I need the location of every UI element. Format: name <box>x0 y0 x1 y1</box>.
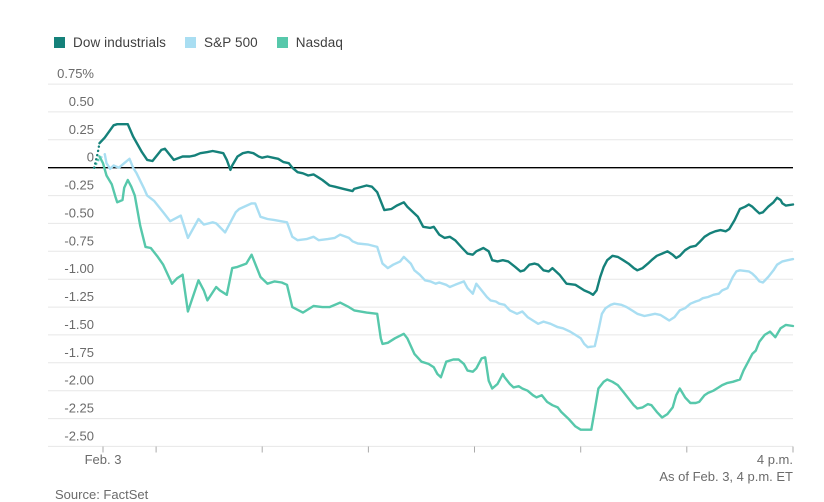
x-axis-end-label: 4 p.m. <box>756 452 793 467</box>
y-tick-label: -2.00 <box>64 373 94 388</box>
y-tick-label: -0.50 <box>64 205 94 220</box>
legend: Dow industrials S&P 500 Nasdaq <box>54 35 343 50</box>
y-tick-label: 0 <box>87 150 94 165</box>
x-axis-start-label: Feb. 3 <box>84 452 122 467</box>
y-tick-label: 0.50 <box>69 94 94 109</box>
series-line-s-p-500 <box>103 153 795 349</box>
dow-legend-swatch-icon <box>54 37 65 48</box>
y-tick-label: -2.50 <box>64 428 94 443</box>
series-line-dow-industrials <box>98 123 795 296</box>
y-tick-label: 0.75% <box>57 66 94 81</box>
y-tick-label: -0.25 <box>64 178 94 193</box>
source-attribution: Source: FactSet <box>55 487 149 502</box>
y-tick-label: -1.50 <box>64 317 94 332</box>
y-tick-label: -0.75 <box>64 233 94 248</box>
sp500-legend-swatch-icon <box>185 37 197 48</box>
legend-item-dow: Dow industrials <box>54 35 166 50</box>
as-of-timestamp: As of Feb. 3, 4 p.m. ET <box>659 469 793 484</box>
y-tick-label: -2.25 <box>64 401 94 416</box>
y-tick-label: -1.75 <box>64 345 94 360</box>
series-open-dotted-nasdaq <box>93 155 101 169</box>
sp500-legend-label: S&P 500 <box>204 35 258 50</box>
legend-item-sp500: S&P 500 <box>185 35 258 50</box>
y-tick-label: 0.25 <box>69 122 94 137</box>
y-tick-label: -1.00 <box>64 261 94 276</box>
nasdaq-legend-label: Nasdaq <box>295 35 343 50</box>
legend-item-nasdaq: Nasdaq <box>276 35 343 50</box>
dow-legend-label: Dow industrials <box>73 35 167 50</box>
series-open-dotted-dow-industrials <box>93 142 101 169</box>
nasdaq-legend-swatch-icon <box>276 37 288 48</box>
series-line-nasdaq <box>98 155 795 431</box>
y-tick-label: -1.25 <box>64 289 94 304</box>
